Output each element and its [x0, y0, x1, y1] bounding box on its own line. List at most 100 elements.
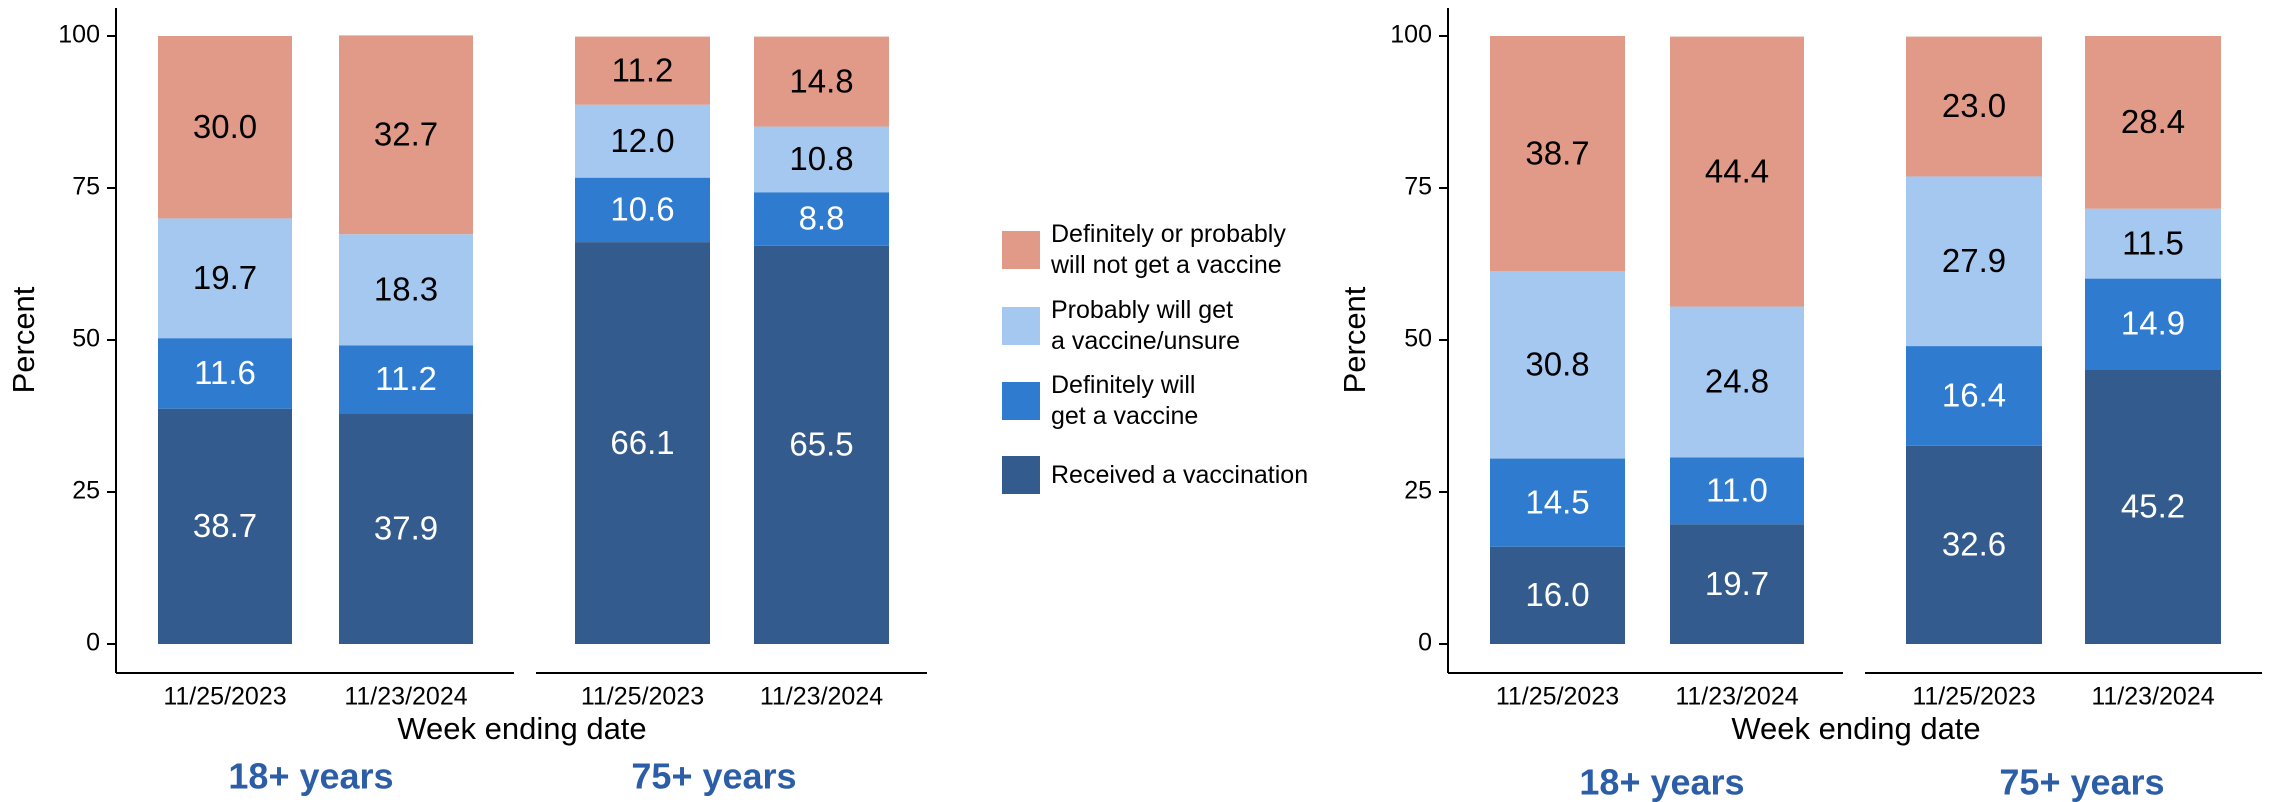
bar-segment [158, 218, 292, 339]
value-label: 37.9 [374, 510, 438, 547]
legend-item: Received a vaccination [1051, 435, 1391, 515]
x-tick-label: 11/25/2023 [1912, 683, 2035, 711]
x-tick-label: 11/25/2023 [163, 683, 286, 711]
y-tick-label: 0 [1418, 629, 1432, 657]
legend-swatch [1002, 231, 1040, 269]
bar-segment [575, 242, 710, 644]
bar-segment [754, 192, 889, 246]
value-label: 30.8 [1525, 346, 1589, 383]
value-label: 66.1 [610, 424, 674, 461]
y-tick-label: 75 [1404, 173, 1432, 201]
bar-segment [1670, 306, 1804, 458]
bar-segment [1670, 36, 1804, 307]
y-tick-label: 75 [72, 173, 100, 201]
value-label: 65.5 [789, 426, 853, 463]
group-label: 18+ years [228, 756, 393, 797]
bar-segment [158, 338, 292, 409]
value-label: 11.6 [194, 354, 256, 391]
legend-swatch [1002, 382, 1040, 420]
x-tick-label: 11/25/2023 [1496, 683, 1619, 711]
value-label: 32.6 [1942, 526, 2006, 563]
bar-segment [2085, 278, 2221, 370]
value-label: 10.6 [610, 191, 674, 228]
value-label: 10.8 [789, 140, 853, 177]
legend-swatch [1002, 307, 1040, 345]
legend-swatch [1002, 456, 1040, 494]
group-label: 75+ years [631, 756, 796, 797]
bar-segment [339, 35, 473, 235]
value-label: 11.2 [375, 360, 437, 397]
value-label: 19.7 [193, 259, 257, 296]
value-label: 30.0 [193, 108, 257, 145]
value-label: 14.5 [1525, 483, 1589, 520]
value-label: 44.4 [1705, 152, 1769, 189]
bar-segment [1490, 546, 1625, 644]
bar-segment [1490, 36, 1625, 272]
group-label: 75+ years [1999, 762, 2164, 802]
bar-segment [339, 345, 473, 414]
value-label: 23.0 [1942, 87, 2006, 124]
value-label: 38.7 [193, 507, 257, 544]
bar-segment [1670, 524, 1804, 644]
y-axis-title: Percent [1337, 286, 1372, 393]
bar-segment [1906, 176, 2042, 347]
legend-item: Definitely or probably will not get a va… [1051, 210, 1391, 290]
legend-item: Definitely will get a vaccine [1051, 361, 1391, 441]
bar-segment [339, 413, 473, 644]
x-tick-label: 11/23/2024 [760, 683, 883, 711]
bar-segment [575, 104, 710, 178]
y-tick-label: 100 [58, 21, 100, 49]
value-label: 24.8 [1705, 363, 1769, 400]
bar-segment [158, 408, 292, 644]
bar-segment [2085, 369, 2221, 644]
bar-segment [158, 36, 292, 219]
value-label: 11.2 [612, 51, 674, 88]
value-label: 11.0 [1706, 472, 1768, 509]
x-tick-label: 11/23/2024 [344, 683, 467, 711]
value-label: 16.4 [1942, 377, 2006, 414]
legend-box: Definitely or probably will not get a va… [1051, 210, 1391, 290]
value-label: 12.0 [610, 122, 674, 159]
bar-segment [2085, 36, 2221, 209]
value-label: 19.7 [1705, 565, 1769, 602]
legend-box: Received a vaccination [1051, 435, 1391, 515]
value-label: 14.9 [2121, 305, 2185, 342]
group-label: 18+ years [1579, 762, 1744, 802]
legend-label: Definitely will get a vaccine [1051, 371, 1199, 430]
legend-label: Received a vaccination [1051, 460, 1309, 489]
value-label: 14.8 [789, 62, 853, 99]
value-label: 18.3 [374, 271, 438, 308]
x-tick-label: 11/23/2024 [2091, 683, 2214, 711]
legend-label: Definitely or probably will not get a va… [1051, 220, 1286, 279]
bar-segment [575, 177, 710, 243]
bar-segment [2085, 208, 2221, 279]
x-axis-title: Week ending date [397, 711, 646, 746]
x-axis-title: Week ending date [1731, 711, 1980, 746]
value-label: 11.5 [2122, 224, 2184, 261]
legend-item: Probably will get a vaccine/unsure [1051, 296, 1240, 355]
bar-segment [1670, 457, 1804, 525]
bar-segment [1906, 445, 2042, 644]
value-label: 28.4 [2121, 103, 2185, 140]
value-label: 16.0 [1525, 576, 1589, 613]
y-tick-label: 100 [1390, 21, 1432, 49]
bar-segment [1490, 458, 1625, 547]
bar-segment [339, 234, 473, 346]
legend-box: Definitely will get a vaccine [1051, 361, 1391, 441]
y-tick-label: 0 [86, 629, 100, 657]
x-tick-label: 11/25/2023 [581, 683, 704, 711]
value-label: 32.7 [374, 116, 438, 153]
value-label: 38.7 [1525, 134, 1589, 171]
value-label: 8.8 [799, 200, 845, 237]
bar-segment [1906, 36, 2042, 177]
y-tick-label: 50 [1404, 325, 1432, 353]
bar-segment [1490, 271, 1625, 459]
y-tick-label: 50 [72, 325, 100, 353]
y-tick-label: 25 [72, 477, 100, 505]
value-label: 45.2 [2121, 487, 2185, 524]
bar-segment [575, 36, 710, 105]
x-tick-label: 11/23/2024 [1675, 683, 1798, 711]
bar-segment [754, 245, 889, 644]
bar-segment [1906, 346, 2042, 446]
